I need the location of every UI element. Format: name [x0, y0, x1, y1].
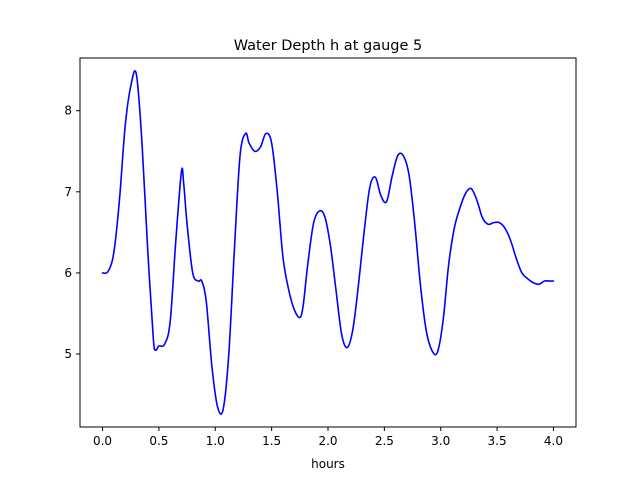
x-tick-label: 3.5	[488, 434, 507, 448]
y-tick-label: 6	[64, 266, 72, 280]
x-tick-label: 3.0	[431, 434, 450, 448]
y-axis-ticks: 5 6 7 8	[64, 104, 80, 361]
y-tick-label: 8	[64, 104, 72, 118]
x-axis-ticks: 0.0 0.5 1.0 1.5 2.0 2.5 3.0 3.5 4.0	[93, 427, 563, 448]
plot-content	[101, 70, 555, 415]
x-tick-label: 2.0	[318, 434, 337, 448]
x-tick-label: 0.5	[149, 434, 168, 448]
x-tick-label: 4.0	[544, 434, 563, 448]
x-axis-label: hours	[311, 457, 345, 471]
x-tick-label: 1.0	[206, 434, 225, 448]
x-tick-label: 1.5	[262, 434, 281, 448]
plot-frame	[79, 57, 577, 428]
x-tick-label: 0.0	[93, 434, 112, 448]
series-line-0	[101, 70, 555, 415]
y-tick-label: 7	[64, 185, 72, 199]
chart-title: Water Depth h at gauge 5	[234, 38, 422, 54]
x-tick-label: 2.5	[375, 434, 394, 448]
y-tick-label: 5	[64, 347, 72, 361]
